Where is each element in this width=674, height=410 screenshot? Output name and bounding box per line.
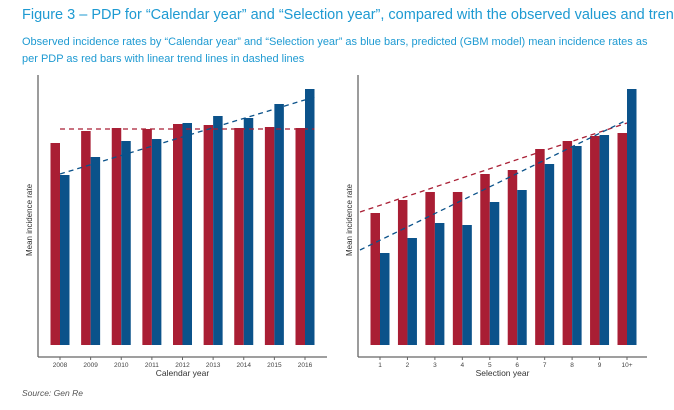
observed-bar <box>407 238 417 345</box>
observed-bar <box>517 190 527 345</box>
x-tick-label: 2009 <box>83 362 98 369</box>
x-tick-label: 2014 <box>237 362 252 369</box>
observed-bar <box>243 118 254 345</box>
x-tick-label: 2011 <box>145 362 159 369</box>
observed-bar <box>599 135 610 345</box>
predicted-bar <box>370 213 380 345</box>
observed-bar <box>572 146 582 345</box>
predicted-bar <box>50 143 60 345</box>
x-tick-label: 8 <box>570 362 574 369</box>
x-tick-label: 2016 <box>298 362 313 369</box>
figure-subtitle: Observed incidence rates by “Calendar ye… <box>22 36 648 65</box>
predicted-bar <box>452 192 463 345</box>
figure-title: Figure 3 – PDP for “Calendar year” and “… <box>22 7 674 23</box>
x-tick-label: 6 <box>515 362 519 369</box>
observed-bar <box>60 175 70 345</box>
x-tick-label: 3 <box>433 362 437 369</box>
predicted-bar <box>425 192 435 345</box>
predicted-bar <box>111 128 122 345</box>
observed-bar <box>121 141 131 345</box>
predicted-bar <box>397 200 408 345</box>
x-tick-label: 1 <box>378 362 382 369</box>
y-axis-label: Mean incidence rate <box>345 183 354 256</box>
x-tick-label: 10+ <box>621 362 632 369</box>
x-tick-label: 4 <box>461 362 465 369</box>
observed-bar <box>462 225 472 345</box>
x-tick-label: 2015 <box>267 362 282 369</box>
x-tick-label: 9 <box>598 362 602 369</box>
predicted-bar <box>295 128 305 345</box>
predicted-bar <box>617 133 627 345</box>
predicted-bar <box>81 131 91 345</box>
x-tick-label: 2010 <box>114 362 129 369</box>
chart-2: 1 2 3 4 5 6 7 8 9 10+ Selection year Mean incidence… <box>345 75 647 378</box>
predicted-bar <box>480 174 490 345</box>
observed-bar <box>274 104 284 345</box>
predicted-bar <box>562 141 573 345</box>
x-tick-label: 2008 <box>53 362 68 369</box>
observed-bar <box>380 253 390 345</box>
observed-bar <box>182 123 192 345</box>
observed-bar <box>213 116 223 345</box>
predicted-bar <box>173 124 183 345</box>
predicted-bar <box>203 125 214 345</box>
x-tick-label: 5 <box>488 362 492 369</box>
observed-bar <box>544 164 555 345</box>
predicted-bar <box>142 129 152 345</box>
observed-bar <box>90 157 101 345</box>
x-tick-label: 2 <box>406 362 410 369</box>
predicted-bar <box>234 128 244 345</box>
observed-trend-line <box>359 119 628 251</box>
observed-bar <box>489 202 500 345</box>
x-tick-label: 2012 <box>175 362 190 369</box>
predicted-bar <box>590 136 600 345</box>
predicted-trend-line <box>359 122 628 213</box>
x-tick-label: 7 <box>543 362 547 369</box>
x-axis-label: Selection year <box>476 368 530 378</box>
observed-bar <box>627 89 637 345</box>
observed-bar <box>305 89 315 345</box>
x-tick-label: 2013 <box>206 362 221 369</box>
predicted-bar <box>535 149 545 345</box>
predicted-bar <box>264 127 275 345</box>
observed-bar <box>151 139 162 345</box>
predicted-bar <box>507 170 518 345</box>
observed-bar <box>434 223 445 345</box>
y-axis-label: Mean incidence rate <box>25 183 34 256</box>
source-note: Source: Gen Re <box>22 388 83 398</box>
chart-1: 2008 2009 2010 2011 2012 2013 2014 2015 2016 Cale… <box>25 75 327 378</box>
x-axis-label: Calendar year <box>156 368 210 378</box>
